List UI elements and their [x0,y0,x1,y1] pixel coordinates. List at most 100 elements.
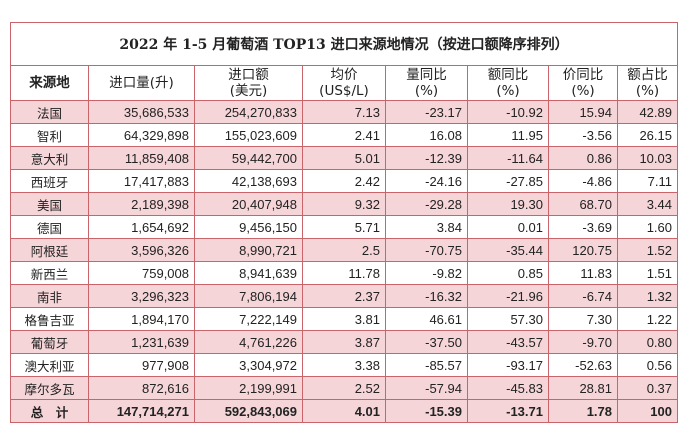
value-cell: 4,761,226 [194,330,303,354]
value-cell: 254,270,833 [194,100,303,124]
table-row: 新西兰 759,008 8,941,639 11.78 -9.82 0.85 11.83 1.… [10,261,678,285]
value-cell: 20,407,948 [194,192,303,216]
country-cell: 葡萄牙 [10,330,89,354]
country-cell: 格鲁吉亚 [10,307,89,331]
value-cell: -24.16 [385,169,468,193]
value-cell: 0.85 [467,261,549,285]
value-cell: 68.70 [548,192,618,216]
country-cell: 德国 [10,215,89,239]
value-cell: -23.17 [385,100,468,124]
value-cell: 3.87 [302,330,386,354]
value-cell: 46.61 [385,307,468,331]
value-cell: 11,859,408 [88,146,195,170]
value-cell: 3.38 [302,353,386,377]
value-cell: -37.50 [385,330,468,354]
value-cell: 8,941,639 [194,261,303,285]
value-cell: -93.17 [467,353,549,377]
table-row: 西班牙 17,417,883 42,138,693 2.42 -24.16 -27.85-… [10,169,678,193]
value-cell: -9.70 [548,330,618,354]
column-header: 额占比 (%) [617,65,678,101]
value-cell: 26.15 [617,123,678,147]
country-cell: 南非 [10,284,89,308]
table-row: 美国 2,189,398 20,407,948 9.32 -29.28 19.30 68.7… [10,192,678,216]
total-value: -15.39 [385,399,468,423]
value-cell: 0.01 [467,215,549,239]
total-value: -13.71 [467,399,549,423]
column-header-line: 进口额 [228,67,269,83]
value-cell: 1.52 [617,238,678,262]
total-value: 147,714,271 [88,399,195,423]
header-row: 来源地 进口量(升) 进口额 (美元) 均价 (US$/L) 量同比 (%) 额同比 (%) 价同比… [10,65,678,101]
total-label: 总 计 [10,399,89,423]
total-value: 1.78 [548,399,618,423]
value-cell: -45.83 [467,376,549,400]
column-header: 来源地 [10,65,89,101]
value-cell: 7,806,194 [194,284,303,308]
value-cell: -11.64 [467,146,549,170]
wine-import-table: 2022 年 1-5 月葡萄酒 TOP13 进口来源地情况（按进口额降序排列） … [10,22,678,423]
value-cell: 3.44 [617,192,678,216]
value-cell: 759,008 [88,261,195,285]
value-cell: 17,417,883 [88,169,195,193]
table-row: 摩尔多瓦 872,616 2,199,991 2.52 -57.94 -45.83 28.8… [10,376,678,400]
country-cell: 阿根廷 [10,238,89,262]
value-cell: 2.5 [302,238,386,262]
value-cell: 11.95 [467,123,549,147]
table-row: 南非 3,296,323 7,806,194 2.37 -16.32 -21.96 -6.7… [10,284,678,308]
value-cell: 15.94 [548,100,618,124]
value-cell: 1.32 [617,284,678,308]
total-value: 592,843,069 [194,399,303,423]
column-header-line: 均价 [330,67,358,83]
table-row: 德国 1,654,692 9,456,150 5.71 3.84 0.01 -3.69 1.6… [10,215,678,239]
value-cell: 1.22 [617,307,678,331]
table-row: 澳大利亚 977,908 3,304,972 3.38 -85.57 -93.17 -52.… [10,353,678,377]
value-cell: 7,222,149 [194,307,303,331]
column-header: 进口量(升) [88,65,195,101]
value-cell: 2.41 [302,123,386,147]
value-cell: 5.71 [302,215,386,239]
value-cell: -29.28 [385,192,468,216]
value-cell: 3.81 [302,307,386,331]
value-cell: 64,329,898 [88,123,195,147]
value-cell: -9.82 [385,261,468,285]
value-cell: -10.92 [467,100,549,124]
table-row: 葡萄牙 1,231,639 4,761,226 3.87 -37.50 -43.57 -9.… [10,330,678,354]
country-cell: 意大利 [10,146,89,170]
value-cell: -70.75 [385,238,468,262]
country-cell: 美国 [10,192,89,216]
value-cell: -57.94 [385,376,468,400]
value-cell: 1,654,692 [88,215,195,239]
value-cell: -3.69 [548,215,618,239]
value-cell: 2,189,398 [88,192,195,216]
country-cell: 西班牙 [10,169,89,193]
column-header-line: (US$/L) [319,83,369,99]
column-header-line: (美元) [229,83,268,99]
value-cell: 7.30 [548,307,618,331]
value-cell: -16.32 [385,284,468,308]
column-header: 均价 (US$/L) [302,65,386,101]
value-cell: 3,596,326 [88,238,195,262]
country-cell: 摩尔多瓦 [10,376,89,400]
column-header: 进口额 (美元) [194,65,303,101]
column-header: 价同比 (%) [548,65,618,101]
value-cell: 59,442,700 [194,146,303,170]
value-cell: 7.11 [617,169,678,193]
value-cell: 11.78 [302,261,386,285]
column-header-line: (%) [414,83,439,99]
value-cell: 35,686,533 [88,100,195,124]
column-header-line: (%) [635,83,660,99]
total-value: 100 [617,399,678,423]
value-cell: 2.42 [302,169,386,193]
value-cell: -27.85 [467,169,549,193]
total-value: 4.01 [302,399,386,423]
value-cell: -4.86 [548,169,618,193]
column-header-line: (%) [496,83,520,99]
value-cell: -35.44 [467,238,549,262]
value-cell: 155,023,609 [194,123,303,147]
value-cell: 1.60 [617,215,678,239]
value-cell: -12.39 [385,146,468,170]
country-cell: 法国 [10,100,89,124]
value-cell: 3.84 [385,215,468,239]
column-header-line: 进口量(升) [109,75,174,91]
value-cell: 19.30 [467,192,549,216]
